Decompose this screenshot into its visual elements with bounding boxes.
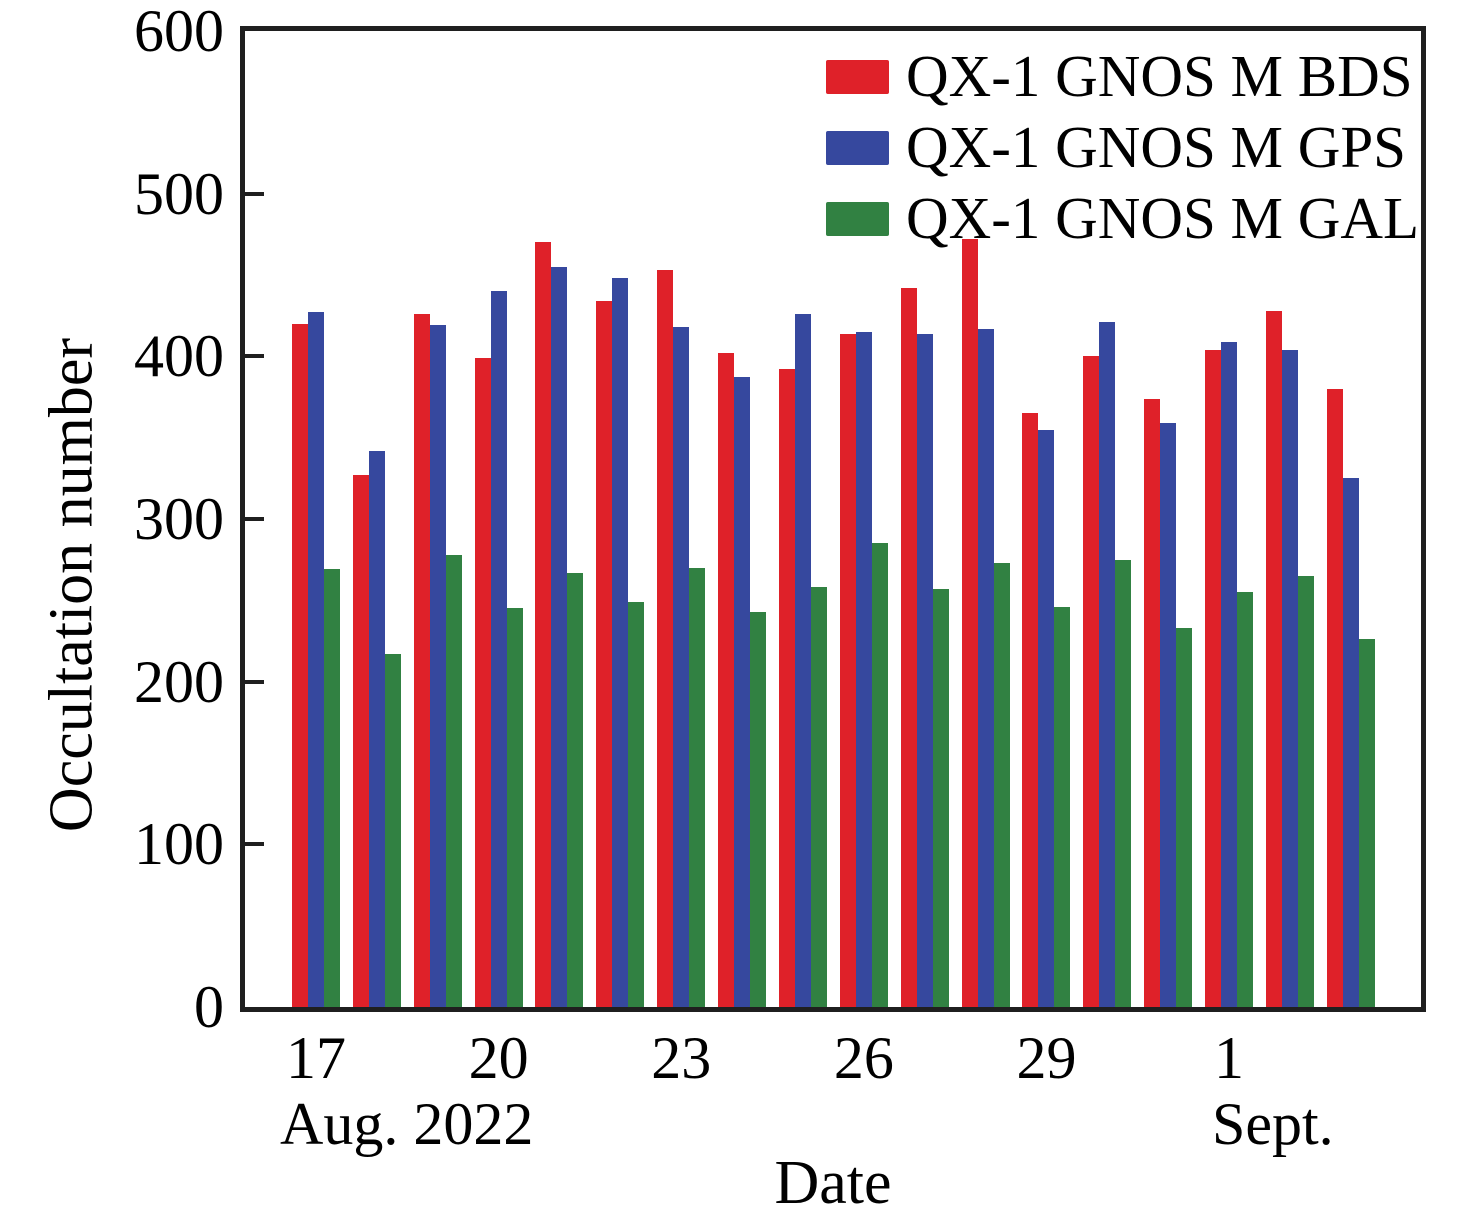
y-tick-mark-200 <box>245 679 264 684</box>
x-tick-label-23: 23 <box>651 1025 712 1091</box>
legend-swatch-icon <box>826 201 890 236</box>
chart-legend: QX-1 GNOS M BDS QX-1 GNOS M GPS QX-1 GNOS … <box>826 47 1419 248</box>
bar-bds-aug30 <box>1083 356 1100 1007</box>
x-tick-label-20: 20 <box>468 1025 529 1091</box>
bar-bds-aug18 <box>352 475 369 1007</box>
y-tick-mark-500 <box>245 191 264 196</box>
x-tick-label-17: 17 <box>286 1025 346 1091</box>
y-tick-label-100: 100 <box>134 811 224 878</box>
bar-gal-aug31 <box>1176 628 1193 1007</box>
bar-gps-aug21 <box>551 266 568 1007</box>
legend-label: QX-1 GNOS M GAL <box>906 185 1419 251</box>
bar-gal-aug24 <box>750 611 767 1007</box>
legend-label: QX-1 GNOS M GPS <box>906 114 1406 180</box>
bar-gal-aug30 <box>1115 559 1132 1007</box>
legend-swatch-icon <box>826 130 890 165</box>
bar-gps-aug19 <box>429 325 446 1007</box>
bar-bds-aug23 <box>657 270 674 1007</box>
bar-bds-aug24 <box>718 353 735 1007</box>
y-axis-title: Occultation number <box>37 337 106 833</box>
bar-gal-aug21 <box>567 572 584 1007</box>
bar-bds-aug19 <box>413 314 430 1007</box>
legend-swatch-icon <box>826 59 890 94</box>
bar-bds-aug22 <box>596 301 613 1007</box>
bar-bds-aug28 <box>961 239 978 1007</box>
bar-gal-aug29 <box>1054 606 1071 1007</box>
x-tick-label-1: 1 <box>1214 1025 1245 1091</box>
bar-bds-sept3 <box>1326 388 1343 1007</box>
bar-gps-sept3 <box>1342 478 1359 1007</box>
bar-gps-aug22 <box>612 278 629 1007</box>
bar-bds-aug26 <box>839 333 856 1007</box>
bar-gal-aug17 <box>324 569 340 1007</box>
bar-gps-aug29 <box>1038 429 1055 1007</box>
x-tick-label-29: 29 <box>1016 1025 1077 1091</box>
x-axis-period-label-aug: Aug. 2022 <box>280 1091 534 1157</box>
bar-gal-aug19 <box>445 554 462 1007</box>
bar-gps-aug30 <box>1099 322 1116 1007</box>
y-tick-mark-100 <box>245 842 264 847</box>
bar-bds-aug17 <box>292 323 308 1007</box>
bar-gps-sept2 <box>1281 349 1298 1007</box>
y-tick-label-0: 0 <box>194 974 224 1040</box>
bar-bds-aug27 <box>900 288 917 1007</box>
bar-bds-sept2 <box>1265 310 1282 1007</box>
x-axis-title: Date <box>774 1149 892 1209</box>
bar-gps-aug18 <box>368 450 385 1007</box>
y-tick-label-600: 600 <box>134 0 224 64</box>
y-tick-label-500: 500 <box>134 160 224 227</box>
y-tick-mark-300 <box>245 517 264 521</box>
bar-gal-aug18 <box>384 654 401 1007</box>
bar-gps-sept1 <box>1221 341 1238 1007</box>
bar-gal-aug25 <box>810 587 827 1007</box>
bar-bds-aug31 <box>1144 398 1161 1007</box>
bar-gps-aug31 <box>1160 423 1177 1007</box>
bar-gps-aug20 <box>490 291 507 1007</box>
bar-gal-aug27 <box>932 588 949 1007</box>
y-tick-label-400: 400 <box>134 323 224 390</box>
bar-gal-sept3 <box>1358 639 1375 1007</box>
bar-gal-sept2 <box>1297 575 1314 1007</box>
legend-item-bds: QX-1 GNOS M BDS <box>826 47 1419 106</box>
bar-gps-aug25 <box>794 314 811 1007</box>
bar-bds-aug20 <box>474 357 491 1007</box>
bar-gps-aug26 <box>855 331 872 1007</box>
bar-gal-sept1 <box>1237 592 1254 1007</box>
bar-bds-aug25 <box>778 369 795 1007</box>
x-axis-period-label-sept: Sept. <box>1212 1091 1334 1157</box>
bar-bds-aug21 <box>535 242 552 1007</box>
plot-area: QX-1 GNOS M BDS QX-1 GNOS M GPS QX-1 GNOS … <box>240 26 1426 1012</box>
bar-gal-aug23 <box>689 567 706 1007</box>
y-tick-label-300: 300 <box>134 486 224 552</box>
bar-gps-aug27 <box>916 333 933 1007</box>
y-tick-mark-400 <box>245 354 264 359</box>
x-tick-label-26: 26 <box>833 1025 894 1091</box>
bar-gal-aug26 <box>871 543 888 1007</box>
bar-gps-aug28 <box>977 328 994 1007</box>
bar-gps-aug23 <box>673 327 690 1007</box>
bar-gps-aug24 <box>734 377 751 1007</box>
legend-item-gal: QX-1 GNOS M GAL <box>826 189 1419 248</box>
bar-gal-aug20 <box>506 608 523 1007</box>
bar-gal-aug22 <box>628 601 645 1007</box>
bar-gps-aug17 <box>308 312 324 1007</box>
bar-bds-sept1 <box>1205 349 1222 1007</box>
legend-label: QX-1 GNOS M BDS <box>906 43 1413 109</box>
plot-inner: QX-1 GNOS M BDS QX-1 GNOS M GPS QX-1 GNOS … <box>245 31 1421 1007</box>
legend-item-gps: QX-1 GNOS M GPS <box>826 118 1419 177</box>
y-tick-label-200: 200 <box>134 648 224 715</box>
bar-gal-aug28 <box>993 562 1010 1007</box>
bar-bds-aug29 <box>1022 413 1039 1007</box>
